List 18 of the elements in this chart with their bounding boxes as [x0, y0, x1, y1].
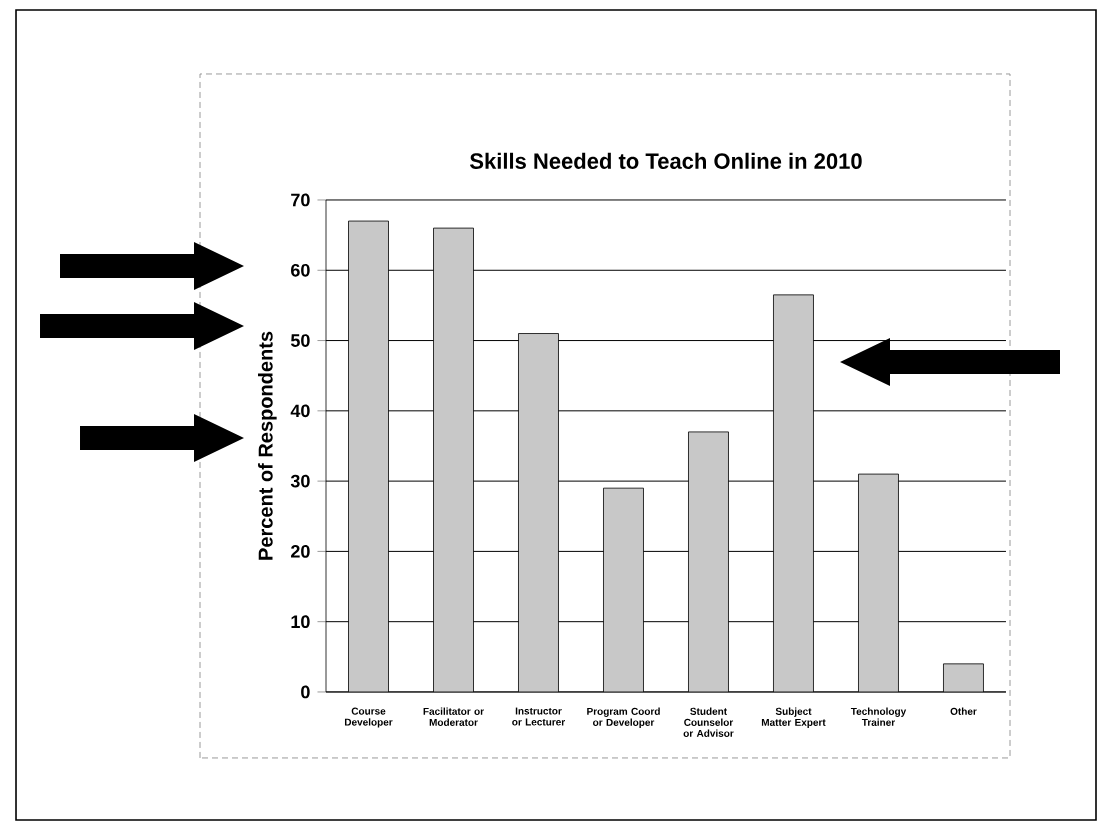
- bar: [858, 473, 899, 692]
- y-tick-label: 20: [291, 545, 310, 558]
- chart-title: Skills Needed to Teach Online in 2010: [469, 152, 862, 169]
- y-tick-label: 60: [291, 263, 310, 277]
- bar: [433, 227, 474, 692]
- y-tick-label: 30: [290, 474, 310, 488]
- bar: [773, 294, 814, 692]
- bar: [688, 431, 729, 692]
- y-tick-label: 50: [290, 334, 310, 347]
- bar: [603, 487, 644, 692]
- y-axis-title: Percent of Respondents: [258, 331, 277, 560]
- y-tick-label: 40: [290, 404, 310, 418]
- bar: [518, 333, 559, 692]
- bar: [943, 663, 984, 692]
- y-tick-label: 0: [301, 685, 310, 699]
- bar: [348, 220, 389, 692]
- y-tick-label: 70: [291, 193, 310, 207]
- y-tick-label: 10: [291, 615, 310, 629]
